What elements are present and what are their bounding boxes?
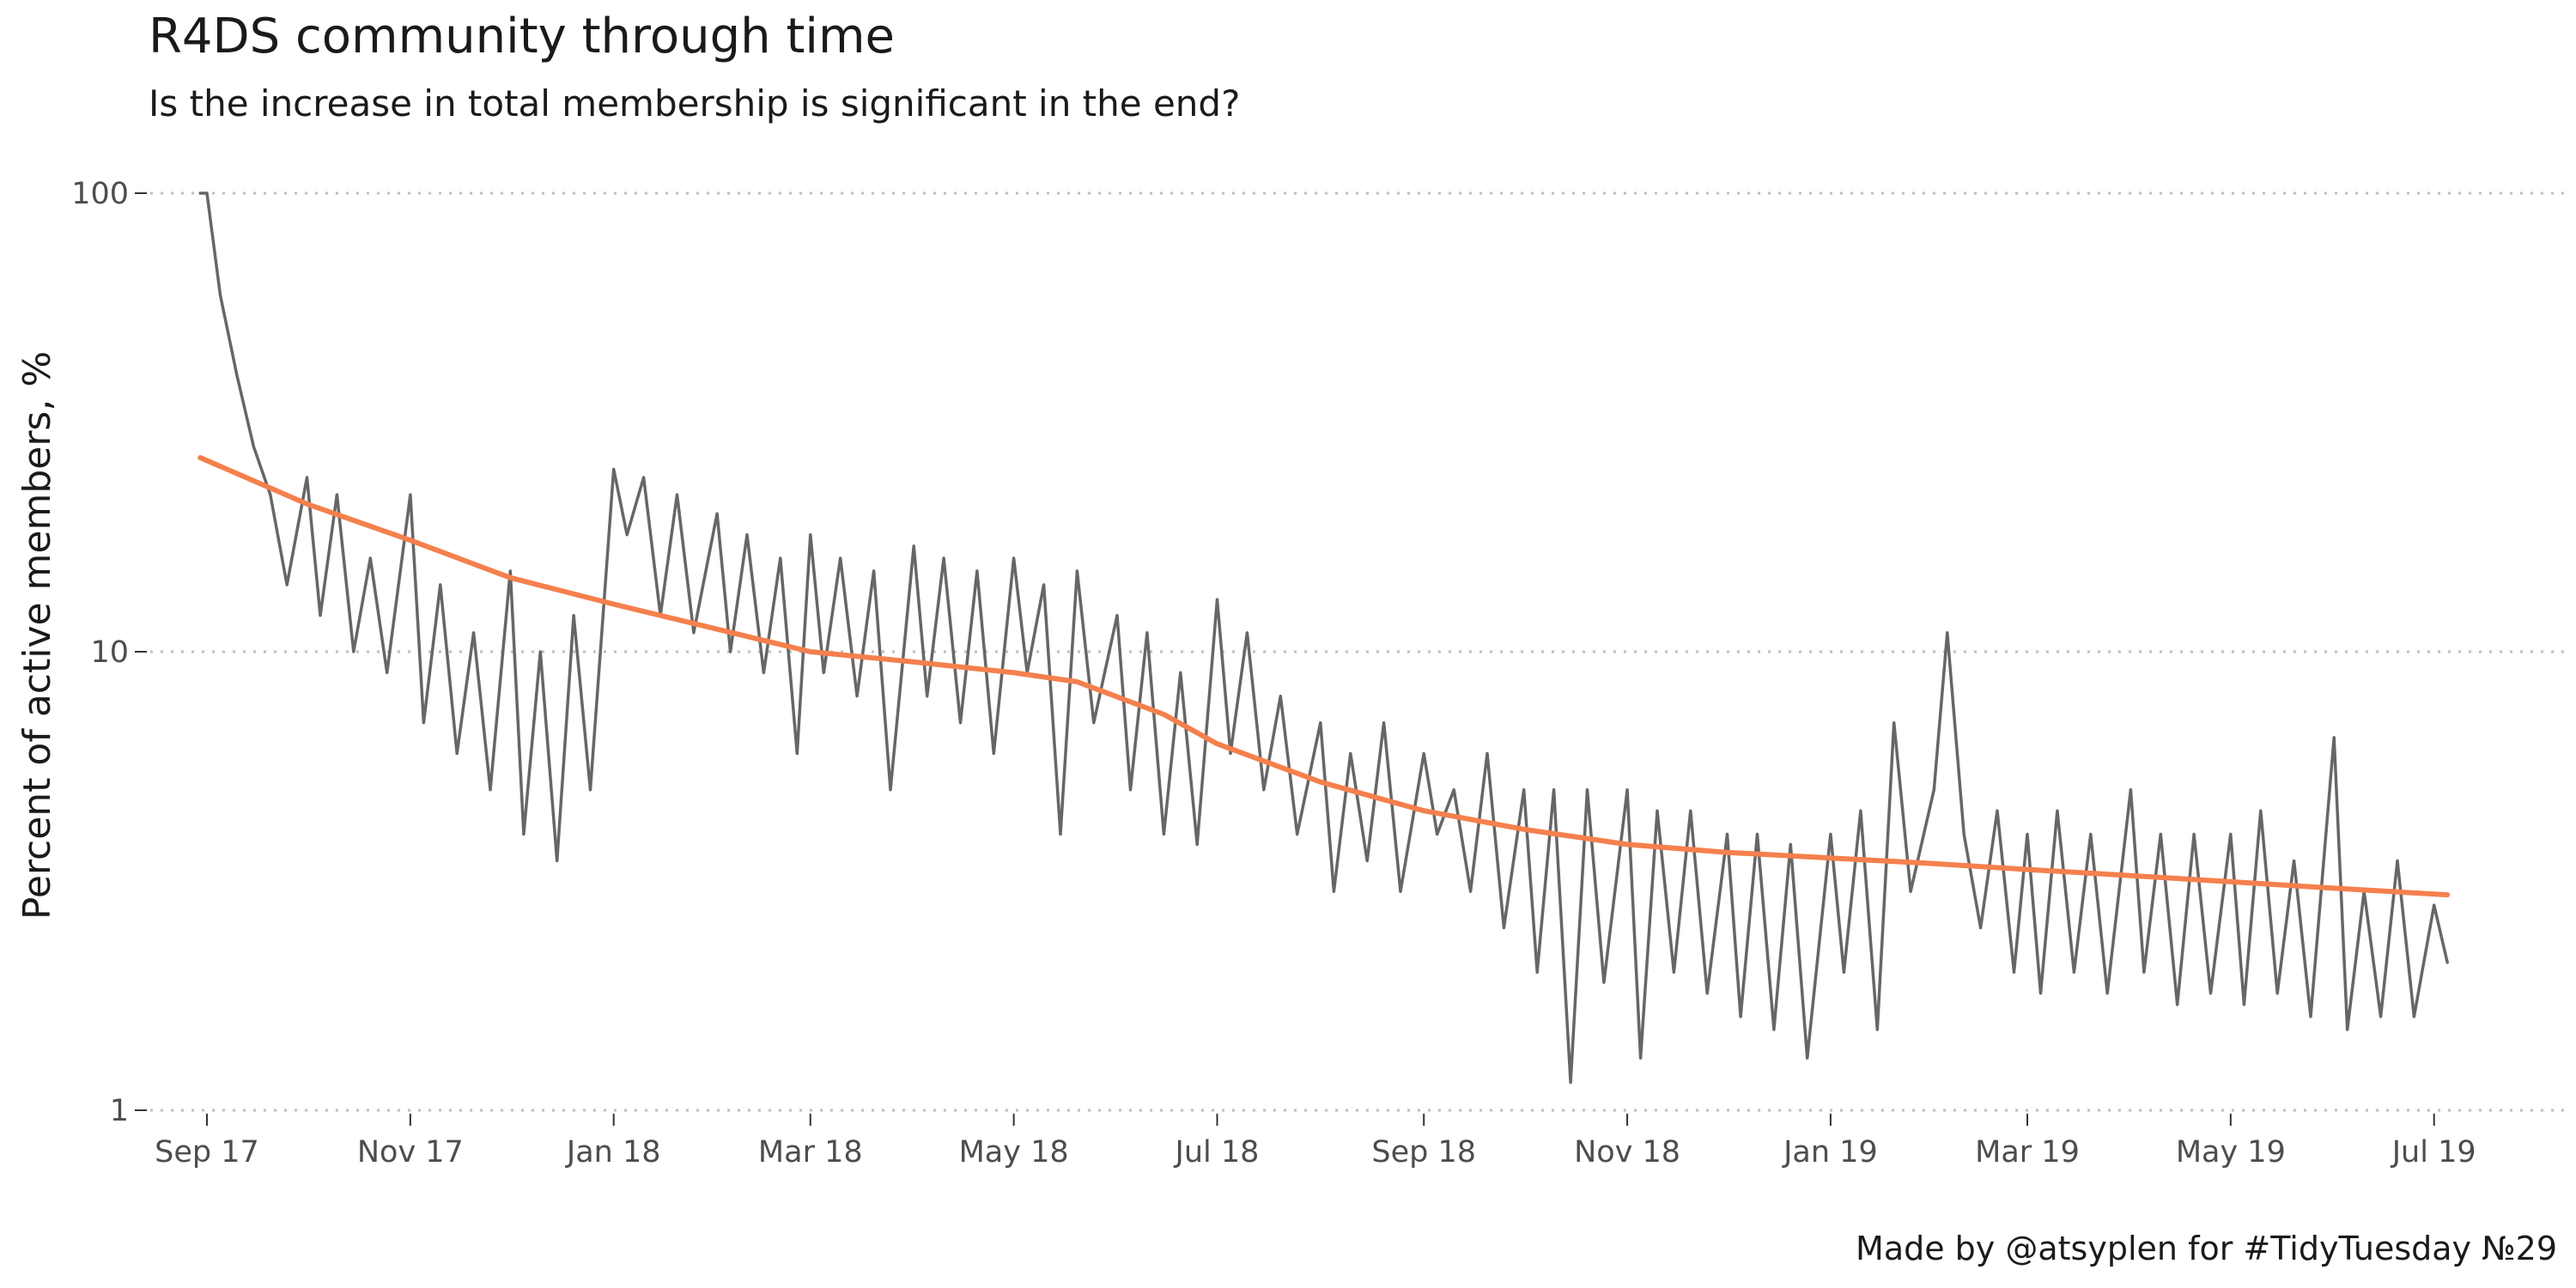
active-members-line [198,191,2449,1084]
x-axis: Sep 17 Nov 17 Jan 18 Mar 18 May 18 Jul 18 Sep … [155,1114,2476,1170]
x-tick-label: Jul 18 [1174,1135,1260,1170]
x-tick-label: Sep 17 [155,1135,259,1170]
x-tick-label: Nov 17 [357,1135,464,1170]
x-tick-label: Mar 18 [758,1135,863,1170]
x-tick-label: Sep 18 [1371,1135,1476,1170]
smooth-trend-line [197,455,2451,898]
x-tick-label: Nov 18 [1574,1135,1680,1170]
y-axis: 1 10 100 [71,177,147,1128]
x-tick-label: May 18 [959,1135,1069,1170]
chart-caption: Made by @atsyplen for #TidyTuesday №29 [1856,1230,2557,1267]
y-tick-label: 1 [110,1094,129,1128]
grid-lines [150,191,2567,1112]
series-layer [197,191,2451,1084]
chart-subtitle: Is the increase in total membership is s… [149,82,1241,125]
x-tick-label: Jan 18 [565,1135,661,1170]
x-tick-label: Jul 19 [2391,1135,2476,1170]
y-axis-title: Percent of active members, % [15,351,59,920]
y-tick-label: 10 [90,635,129,670]
chart-title: R4DS community through time [149,9,895,64]
x-tick-label: Jan 19 [1782,1135,1878,1170]
x-tick-label: Mar 19 [1975,1135,2080,1170]
x-tick-label: May 19 [2176,1135,2286,1170]
y-tick-label: 100 [71,177,129,211]
